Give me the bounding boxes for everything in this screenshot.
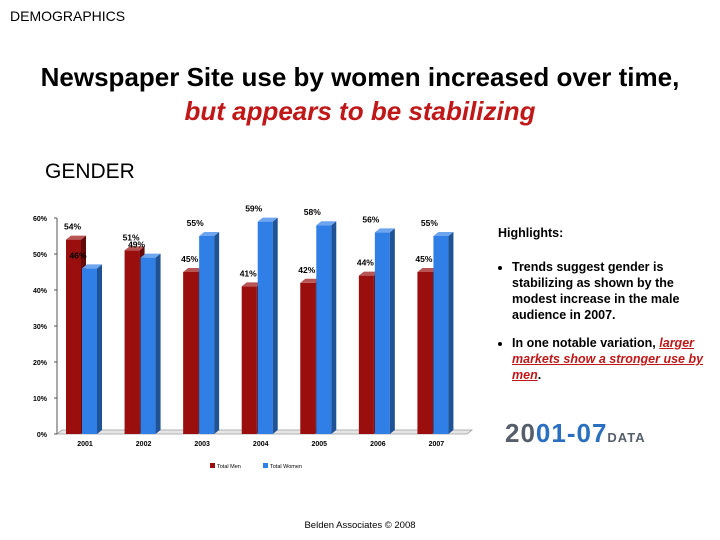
footer-credit: Belden Associates © 2008 [304,520,416,531]
bar-top [124,246,145,251]
data-label: 42% [298,265,315,275]
highlights-list: Trends suggest gender is stabilizing as … [498,259,708,383]
data-label: 51% [123,232,140,242]
x-tick-label: 2003 [194,441,210,448]
bar-top [300,278,321,283]
headline-text: Newspaper Site use by women increased ov… [40,62,680,92]
bar-top [66,235,86,240]
y-tick-label: 0% [37,432,48,439]
x-tick-label: 2002 [136,441,152,448]
section-label: DEMOGRAPHICS [10,8,126,24]
data-label: 41% [240,268,257,278]
bar-top [358,271,379,276]
chart-heading: GENDER [45,160,135,183]
data-label: 55% [421,218,438,228]
bar-2001-men [66,239,81,434]
chart-labels: 54% 46% 2001 51%49% 2002 45% 55% 2003 41% 59% 2004… [64,204,444,448]
data-label: 46% [69,250,86,260]
highlight-emphasis: larger markets show a stronger use by me… [512,336,704,382]
badge-part-1: 20 [505,418,536,448]
bar-2003-women [199,236,215,434]
bar-2004-women [257,221,273,434]
bar-top [374,228,395,233]
bar-2005-women [316,225,332,434]
bar-2001-women [82,268,97,434]
bar-2006-men [358,275,374,434]
x-tick-label: 2007 [429,441,445,448]
legend-swatch [210,463,215,468]
chart-bars [66,217,454,434]
data-label: 56% [362,214,379,224]
data-label: 59% [245,204,262,214]
x-tick-label: 2004 [253,441,269,448]
bar-top [417,268,438,272]
bar-side [389,228,395,434]
bar-side [97,264,102,434]
bar-top [316,221,337,226]
bar-2005-men [300,282,316,434]
bar-2006-women [374,232,390,434]
bar-2004-men [241,286,257,434]
highlights-title: Highlights: [498,226,564,240]
x-tick-label: 2005 [311,441,327,448]
highlight-item: In one notable variation, larger markets… [512,335,708,383]
y-tick-label: 60% [33,216,48,223]
headline-accent: but appears to be stabilizing [184,96,536,126]
bar-2003-men [183,272,199,434]
legend-label: Total Men [217,464,241,470]
slide-headline: Newspaper Site use by women increased ov… [20,60,700,128]
bar-2002-women [140,257,156,434]
data-label: 49% [128,240,145,250]
bar-top [82,264,102,269]
data-label: 54% [64,222,81,232]
data-range-badge: 2001-07DATA [505,418,646,449]
y-tick-label: 30% [33,324,48,331]
highlight-text: In one notable variation, [512,336,656,350]
bar-2007-women [433,236,449,434]
data-label: 55% [187,218,204,228]
bar-2002-men [124,250,140,434]
bar-side [331,221,337,434]
bar-side [448,232,454,434]
bar-top [433,232,454,236]
bar-top [183,268,204,272]
x-tick-label: 2001 [77,441,93,448]
data-label: 58% [304,207,321,217]
gender-bar-chart: 0% 10% 20% 30% 40% 50% 60% 54% 46% 2001 51%49% 200… [33,204,474,470]
badge-part-2: 01-07 [535,418,608,448]
bar-top [257,217,278,222]
bar-top [199,232,220,236]
bar-top [241,282,262,287]
legend-label: Total Women [270,464,302,470]
y-tick-label: 10% [33,396,48,403]
y-tick-label: 50% [33,252,48,259]
bar-side [155,253,161,434]
data-label: 45% [181,254,198,264]
bar-side [214,232,220,434]
bar-top [140,253,161,258]
bar-side [272,217,278,434]
bar-2007-men [417,272,433,434]
chart-legend: Total Men Total Women [210,463,302,470]
data-label: 44% [357,258,374,268]
y-tick-label: 40% [33,288,48,295]
highlight-suffix: . [537,368,542,382]
legend-swatch [263,463,268,468]
highlight-text: Trends suggest gender is stabilizing as … [512,260,680,322]
badge-part-3: DATA [607,430,646,445]
data-label: 45% [415,254,432,264]
highlight-item: Trends suggest gender is stabilizing as … [512,259,708,323]
highlights-panel: Highlights: Trends suggest gender is sta… [498,225,708,395]
y-tick-label: 20% [33,360,48,367]
x-tick-label: 2006 [370,441,386,448]
